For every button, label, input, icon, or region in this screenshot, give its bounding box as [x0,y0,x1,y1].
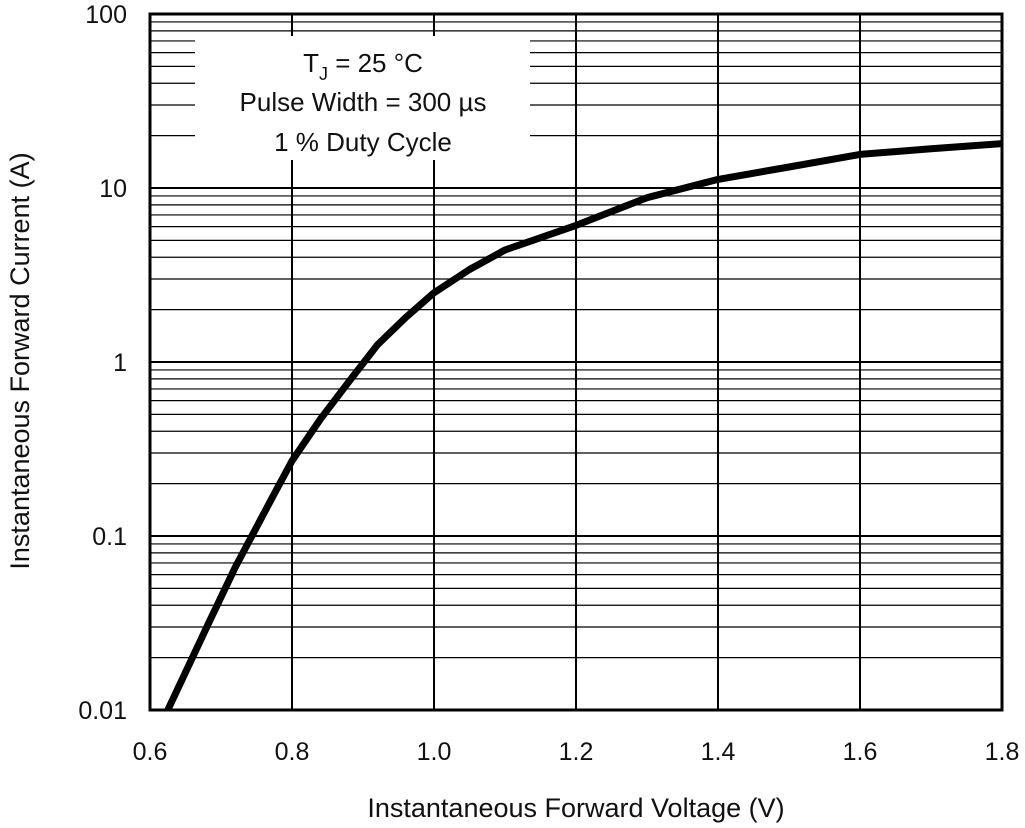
annotation-tj-rest: = 25 °C [328,48,423,78]
annotation-tj-sub: J [319,64,328,84]
annotation-background [195,36,530,160]
y-tick-label: 100 [85,1,127,29]
annotation-line-1: TJ = 25 °C [303,48,423,84]
x-tick-label: 1.0 [417,738,452,766]
series-layer [164,140,1003,712]
y-tick-label: 1 [113,349,127,377]
x-tick-label: 1.2 [559,738,594,766]
x-tick-label: 0.8 [275,738,310,766]
x-tick-label: 1.4 [701,738,736,766]
annotation-line-2: Pulse Width = 300 µs [240,87,487,117]
y-axis-title: Instantaneous Forward Current (A) [5,152,35,569]
y-tick-label: 10 [99,175,127,203]
annotation-line-3: 1 % Duty Cycle [274,127,452,157]
x-tick-label: 1.6 [843,738,878,766]
y-tick-label: 0.01 [78,697,127,725]
x-axis-title: Instantaneous Forward Voltage (V) [367,793,784,823]
x-tick-label: 0.6 [133,738,168,766]
x-tick-labels: 0.6 0.8 1.0 1.2 1.4 1.6 1.8 [133,738,1020,766]
plot-frame [148,12,1004,712]
annotation-box: TJ = 25 °C Pulse Width = 300 µs 1 % Duty… [195,36,530,160]
y-tick-label: 0.1 [92,523,127,551]
annotation-tj-main: T [303,48,319,78]
series-line [164,140,1003,712]
y-tick-labels: 0.01 0.1 1 10 100 [78,1,127,725]
x-tick-label: 1.8 [985,738,1020,766]
